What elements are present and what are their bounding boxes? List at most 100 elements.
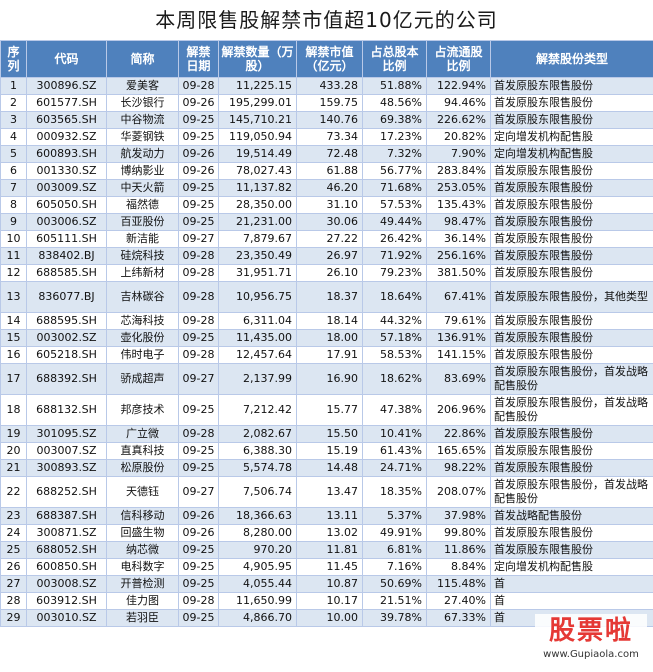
cell-seq: 18 [0, 394, 27, 426]
cell-date: 09-25 [178, 196, 219, 214]
cell-type: 首发原股东限售股份 [490, 77, 653, 95]
cell-code: 000932.SZ [26, 128, 107, 146]
watermark-url: www.Gupiaola.com [543, 649, 639, 660]
cell-qty: 11,225.15 [218, 77, 297, 95]
cell-name: 回盛生物 [106, 524, 179, 542]
cell-type: 首发原股东限售股份 [490, 213, 653, 231]
cell-total-pct: 26.42% [362, 230, 427, 248]
cell-name: 中谷物流 [106, 111, 179, 129]
cell-code: 603565.SH [26, 111, 107, 129]
cell-value: 26.10 [296, 264, 363, 282]
cell-type: 首发战略配售股份 [490, 507, 653, 525]
cell-date: 09-26 [178, 524, 219, 542]
cell-total-pct: 44.32% [362, 312, 427, 330]
cell-type: 首发原股东限售股份 [490, 329, 653, 347]
cell-total-pct: 58.53% [362, 346, 427, 364]
cell-name: 芯海科技 [106, 312, 179, 330]
cell-qty: 78,027.43 [218, 162, 297, 180]
cell-code: 603912.SH [26, 592, 107, 610]
cell-code: 003010.SZ [26, 609, 107, 627]
cell-type: 定向增发机构配售股 [490, 128, 653, 146]
cell-type: 首发原股东限售股份 [490, 247, 653, 265]
cell-seq: 12 [0, 264, 27, 282]
cell-date: 09-25 [178, 394, 219, 426]
cell-code: 688132.SH [26, 394, 107, 426]
table-header-row: 序列 代码 简称 解禁日期 解禁数量（万股） 解禁市值（亿元） 占总股本比例 占… [0, 40, 653, 78]
cell-total-pct: 79.23% [362, 264, 427, 282]
table-row: 14 688595.SH 芯海科技 09-28 6,311.04 18.14 44.32% 7… [0, 312, 653, 330]
cell-value: 61.88 [296, 162, 363, 180]
cell-date: 09-26 [178, 94, 219, 112]
cell-type: 首发原股东限售股份 [490, 230, 653, 248]
cell-value: 30.06 [296, 213, 363, 231]
cell-qty: 2,082.67 [218, 425, 297, 443]
cell-name: 天德钰 [106, 476, 179, 508]
cell-name: 佳力图 [106, 592, 179, 610]
cell-seq: 23 [0, 507, 27, 525]
cell-value: 13.02 [296, 524, 363, 542]
cell-qty: 28,350.00 [218, 196, 297, 214]
cell-seq: 19 [0, 425, 27, 443]
cell-type: 首 [490, 592, 653, 610]
cell-name: 开普检测 [106, 575, 179, 593]
cell-date: 09-28 [178, 425, 219, 443]
cell-type: 首发原股东限售股份 [490, 94, 653, 112]
cell-qty: 19,514.49 [218, 145, 297, 163]
cell-date: 09-25 [178, 541, 219, 559]
cell-float-pct: 98.47% [426, 213, 491, 231]
cell-type: 定向增发机构配售股 [490, 558, 653, 576]
cell-value: 140.76 [296, 111, 363, 129]
cell-float-pct: 253.05% [426, 179, 491, 197]
cell-code: 605218.SH [26, 346, 107, 364]
cell-seq: 27 [0, 575, 27, 593]
cell-value: 18.14 [296, 312, 363, 330]
cell-qty: 4,866.70 [218, 609, 297, 627]
cell-value: 11.81 [296, 541, 363, 559]
table-row: 21 300893.SZ 松原股份 09-25 5,574.78 14.48 24.71% 9… [0, 459, 653, 477]
cell-float-pct: 99.80% [426, 524, 491, 542]
cell-value: 14.48 [296, 459, 363, 477]
header-name: 简称 [106, 40, 179, 78]
cell-qty: 119,050.94 [218, 128, 297, 146]
table-row: 27 003008.SZ 开普检测 09-25 4,055.44 10.87 50.69% 1… [0, 575, 653, 593]
cell-type: 首发原股东限售股份 [490, 346, 653, 364]
cell-qty: 145,710.21 [218, 111, 297, 129]
cell-code: 301095.SZ [26, 425, 107, 443]
table-row: 2 601577.SH 长沙银行 09-26 195,299.01 159.75 48.56… [0, 94, 653, 112]
cell-float-pct: 98.22% [426, 459, 491, 477]
cell-date: 09-27 [178, 230, 219, 248]
cell-seq: 10 [0, 230, 27, 248]
table-row: 23 688387.SH 信科移动 09-26 18,366.63 13.11 5.37% 3… [0, 507, 653, 525]
cell-total-pct: 71.92% [362, 247, 427, 265]
cell-float-pct: 83.69% [426, 363, 491, 395]
cell-qty: 18,366.63 [218, 507, 297, 525]
table-row: 28 603912.SH 佳力图 09-28 11,650.99 10.17 21.51% 2… [0, 592, 653, 610]
cell-value: 73.34 [296, 128, 363, 146]
cell-name: 壶化股份 [106, 329, 179, 347]
watermark-logo: 股票啦 www.Gupiaola.com [535, 614, 647, 666]
cell-code: 300893.SZ [26, 459, 107, 477]
cell-qty: 23,350.49 [218, 247, 297, 265]
cell-type: 首发原股东限售股份 [490, 541, 653, 559]
cell-qty: 7,212.42 [218, 394, 297, 426]
cell-name: 中天火箭 [106, 179, 179, 197]
table-row: 3 603565.SH 中谷物流 09-25 145,710.21 140.76 69.38… [0, 111, 653, 129]
cell-total-pct: 24.71% [362, 459, 427, 477]
cell-type: 首发原股东限售股份 [490, 442, 653, 460]
cell-code: 838402.BJ [26, 247, 107, 265]
cell-code: 003006.SZ [26, 213, 107, 231]
cell-date: 09-28 [178, 346, 219, 364]
cell-code: 688252.SH [26, 476, 107, 508]
cell-type: 首发原股东限售股份 [490, 196, 653, 214]
cell-total-pct: 7.32% [362, 145, 427, 163]
cell-seq: 26 [0, 558, 27, 576]
cell-name: 百亚股份 [106, 213, 179, 231]
cell-code: 836077.BJ [26, 281, 107, 313]
cell-seq: 13 [0, 281, 27, 313]
table-row: 16 605218.SH 伟时电子 09-28 12,457.64 17.91 58.53%… [0, 346, 653, 364]
cell-name: 吉林碳谷 [106, 281, 179, 313]
cell-value: 13.47 [296, 476, 363, 508]
cell-total-pct: 39.78% [362, 609, 427, 627]
cell-value: 10.00 [296, 609, 363, 627]
table-row: 5 600893.SH 航发动力 09-26 19,514.49 72.48 7.32% 7.… [0, 145, 653, 163]
